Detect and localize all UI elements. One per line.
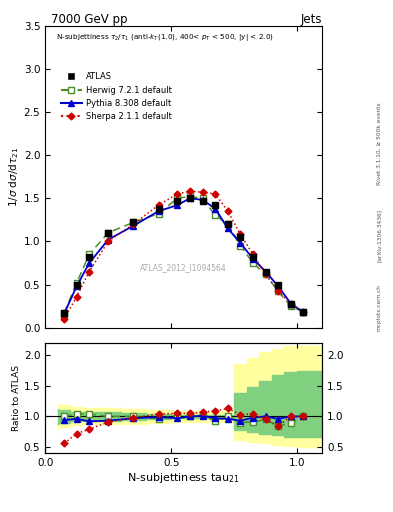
Y-axis label: 1/$\sigma$ d$\sigma$/d$\tau_{21}$: 1/$\sigma$ d$\sigma$/d$\tau_{21}$ [7, 146, 21, 207]
Text: Rivet 3.1.10, ≥ 500k events: Rivet 3.1.10, ≥ 500k events [377, 102, 382, 185]
Text: mcplots.cern.ch: mcplots.cern.ch [377, 284, 382, 331]
X-axis label: N-subjettiness tau$_{21}$: N-subjettiness tau$_{21}$ [127, 471, 240, 485]
Text: 7000 GeV pp: 7000 GeV pp [51, 13, 128, 26]
Text: Jets: Jets [301, 13, 322, 26]
Y-axis label: Ratio to ATLAS: Ratio to ATLAS [12, 365, 21, 431]
Text: ATLAS_2012_I1094564: ATLAS_2012_I1094564 [140, 263, 227, 272]
Text: N-subjettiness $\tau_2/\tau_1$ (anti-$k_T$(1.0), 400< $p_T$ < 500, |y| < 2.0): N-subjettiness $\tau_2/\tau_1$ (anti-$k_… [56, 32, 274, 42]
Text: [arXiv:1306.3436]: [arXiv:1306.3436] [377, 209, 382, 262]
Legend: ATLAS, Herwig 7.2.1 default, Pythia 8.308 default, Sherpa 2.1.1 default: ATLAS, Herwig 7.2.1 default, Pythia 8.30… [58, 69, 175, 124]
